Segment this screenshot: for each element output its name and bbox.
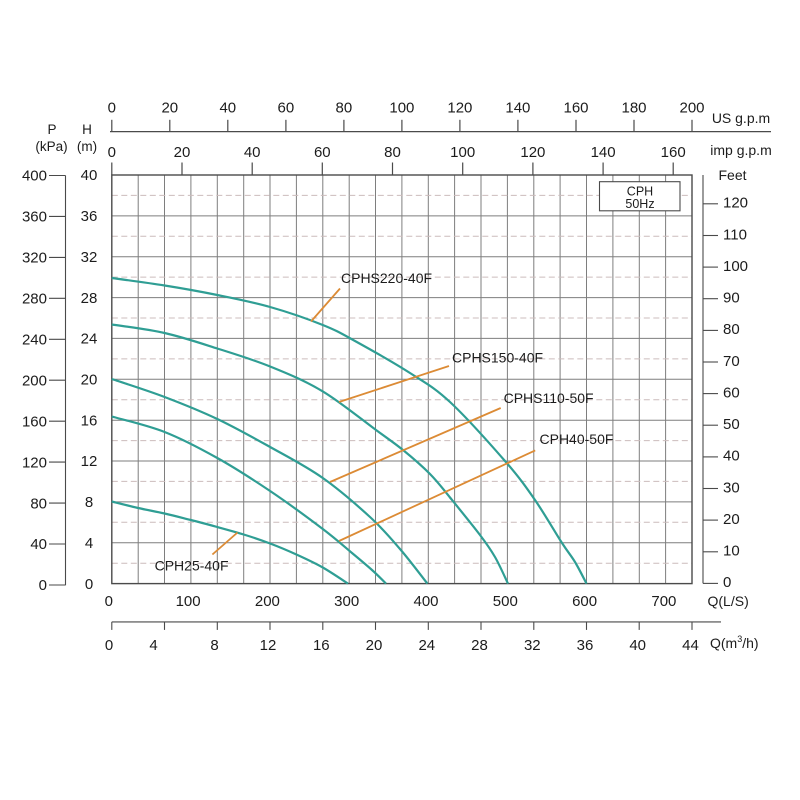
svg-text:(kPa): (kPa) [35, 139, 67, 154]
svg-text:0: 0 [105, 637, 113, 654]
svg-text:100: 100 [723, 258, 748, 275]
svg-text:0: 0 [85, 576, 93, 593]
svg-text:0: 0 [108, 100, 116, 117]
svg-text:700: 700 [651, 593, 676, 610]
svg-text:4: 4 [149, 637, 157, 654]
svg-text:16: 16 [313, 637, 330, 654]
svg-text:360: 360 [22, 209, 47, 226]
svg-text:400: 400 [22, 168, 47, 185]
svg-text:40: 40 [219, 100, 236, 117]
svg-text:12: 12 [260, 637, 277, 654]
svg-text:24: 24 [81, 331, 98, 348]
svg-text:600: 600 [572, 593, 597, 610]
svg-text:100: 100 [450, 144, 475, 161]
svg-text:60: 60 [314, 144, 331, 161]
svg-text:32: 32 [524, 637, 541, 654]
svg-text:CPHS110-50F: CPHS110-50F [504, 390, 594, 406]
svg-text:140: 140 [591, 144, 616, 161]
svg-text:28: 28 [81, 290, 98, 307]
svg-text:44: 44 [682, 637, 699, 654]
svg-text:280: 280 [22, 291, 47, 308]
svg-text:120: 120 [520, 144, 545, 161]
svg-text:50Hz: 50Hz [625, 197, 654, 211]
svg-text:Feet: Feet [719, 167, 747, 183]
svg-text:400: 400 [413, 593, 438, 610]
svg-text:CPHS220-40F: CPHS220-40F [341, 270, 432, 286]
svg-text:80: 80 [336, 100, 353, 117]
svg-text:320: 320 [22, 250, 47, 267]
svg-text:0: 0 [39, 577, 47, 594]
svg-text:0: 0 [105, 593, 113, 610]
svg-text:200: 200 [679, 100, 704, 117]
svg-text:H: H [82, 122, 92, 137]
svg-text:40: 40 [244, 144, 261, 161]
svg-text:CPH40-50F: CPH40-50F [540, 431, 614, 447]
svg-text:90: 90 [723, 290, 740, 307]
svg-text:160: 160 [661, 144, 686, 161]
svg-text:imp g.p.m: imp g.p.m [710, 142, 771, 158]
svg-text:CPH25-40F: CPH25-40F [155, 558, 229, 574]
svg-text:12: 12 [81, 453, 98, 470]
svg-text:40: 40 [30, 536, 47, 553]
svg-text:10: 10 [723, 543, 740, 560]
svg-text:100: 100 [176, 593, 201, 610]
svg-text:120: 120 [447, 100, 472, 117]
svg-text:30: 30 [723, 479, 740, 496]
svg-text:80: 80 [384, 144, 401, 161]
svg-text:200: 200 [22, 372, 47, 389]
svg-text:160: 160 [22, 413, 47, 430]
svg-text:8: 8 [210, 637, 218, 654]
svg-text:8: 8 [85, 494, 93, 511]
svg-text:Q(m3/h): Q(m3/h) [710, 634, 759, 651]
svg-text:36: 36 [81, 208, 98, 225]
svg-text:80: 80 [723, 321, 740, 338]
svg-text:20: 20 [723, 511, 740, 528]
svg-text:160: 160 [563, 100, 588, 117]
svg-text:4: 4 [85, 535, 93, 552]
svg-text:120: 120 [22, 454, 47, 471]
svg-text:300: 300 [334, 593, 359, 610]
svg-text:240: 240 [22, 332, 47, 349]
svg-text:120: 120 [723, 195, 748, 212]
svg-text:40: 40 [723, 448, 740, 465]
svg-text:140: 140 [505, 100, 530, 117]
svg-text:180: 180 [621, 100, 646, 117]
svg-text:100: 100 [389, 100, 414, 117]
svg-text:40: 40 [629, 637, 646, 654]
svg-text:0: 0 [723, 574, 731, 591]
svg-text:60: 60 [278, 100, 295, 117]
svg-text:16: 16 [81, 412, 98, 429]
svg-text:70: 70 [723, 353, 740, 370]
svg-text:500: 500 [493, 593, 518, 610]
svg-text:P: P [47, 122, 56, 137]
svg-text:Q(L/S): Q(L/S) [708, 593, 749, 609]
svg-text:110: 110 [723, 226, 747, 243]
svg-text:20: 20 [366, 637, 383, 654]
svg-text:20: 20 [174, 144, 191, 161]
svg-text:80: 80 [30, 495, 47, 512]
svg-text:50: 50 [723, 416, 740, 433]
svg-text:0: 0 [108, 144, 116, 161]
svg-text:32: 32 [81, 249, 98, 266]
svg-text:24: 24 [418, 637, 435, 654]
svg-text:36: 36 [577, 637, 594, 654]
svg-text:40: 40 [81, 167, 98, 184]
svg-text:28: 28 [471, 637, 488, 654]
svg-text:CPHS150-40F: CPHS150-40F [452, 350, 543, 366]
svg-text:CPH: CPH [627, 185, 653, 199]
svg-text:(m): (m) [77, 139, 97, 154]
svg-text:20: 20 [161, 100, 178, 117]
svg-text:60: 60 [723, 384, 740, 401]
svg-text:200: 200 [255, 593, 280, 610]
svg-text:20: 20 [81, 372, 98, 389]
svg-text:US g.p.m: US g.p.m [712, 110, 770, 126]
